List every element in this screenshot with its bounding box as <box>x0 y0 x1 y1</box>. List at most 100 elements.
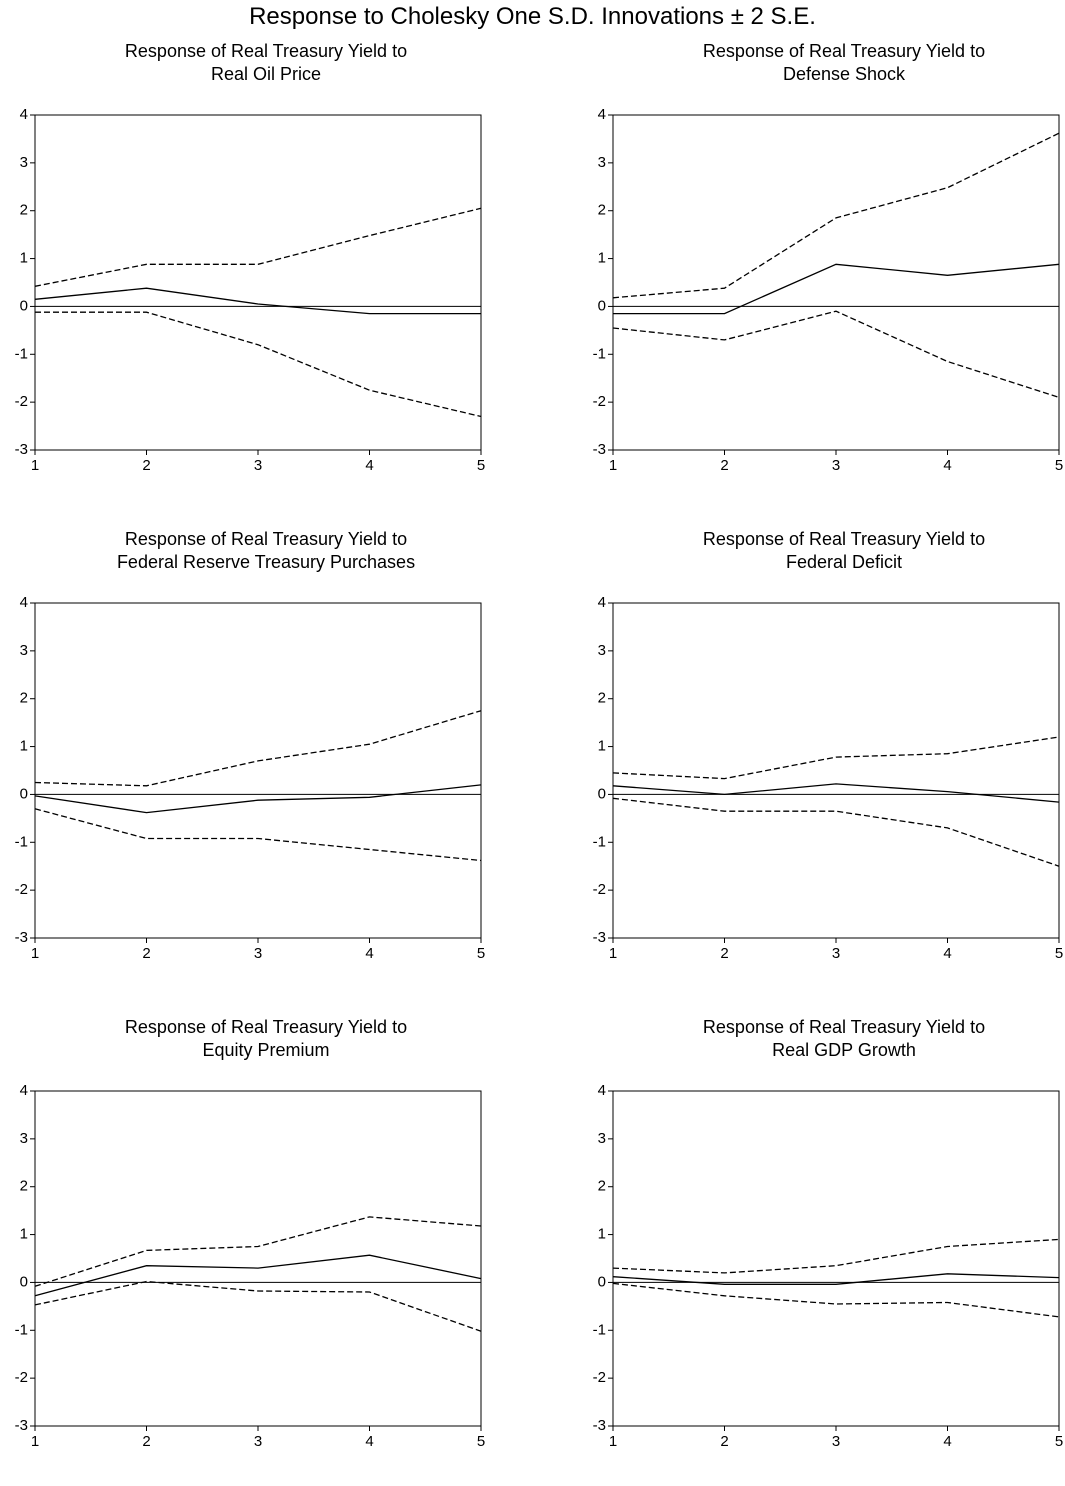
y-tick-label: -2 <box>15 393 28 410</box>
y-tick-label: 1 <box>20 1226 28 1243</box>
y-tick-label: 2 <box>20 202 28 219</box>
y-tick-label: -1 <box>15 345 28 362</box>
y-tick-label: 0 <box>20 1273 28 1290</box>
lower-band-line <box>612 310 1060 399</box>
panel-title-line-1: Response of Real Treasury Yield to <box>702 529 986 549</box>
chart-panel-defense-shock: Response of Real Treasury Yield to Defen… <box>578 40 1065 510</box>
y-tick-label: 4 <box>598 1082 606 1099</box>
y-tick-label: -1 <box>15 833 28 850</box>
y-tick-label: -3 <box>15 1417 28 1434</box>
lower-band-line <box>612 1282 1060 1318</box>
panel-title-line-1: Response of Real Treasury Yield to <box>702 41 986 61</box>
x-tick-label: 1 <box>609 1433 617 1450</box>
response-line <box>34 1254 482 1297</box>
panel-title-line-2: Federal Reserve Treasury Purchases <box>116 552 416 572</box>
x-tick-label: 4 <box>365 457 373 474</box>
y-tick-label: -2 <box>593 881 606 898</box>
y-tick-label: -2 <box>15 1369 28 1386</box>
chart-panel-fed-treasury-purchases: Response of Real Treasury Yield to Feder… <box>0 528 532 998</box>
y-tick-label: 3 <box>20 154 28 171</box>
y-tick-label: -1 <box>15 1321 28 1338</box>
plot-frame <box>612 602 1060 939</box>
panel-title: Response of Real Treasury Yield to Feder… <box>0 528 532 574</box>
x-tick-label: 1 <box>609 457 617 474</box>
y-tick-label: 3 <box>598 1130 606 1147</box>
x-tick-label: 2 <box>142 1433 150 1450</box>
y-tick-label: 4 <box>598 594 606 611</box>
x-tick-label: 5 <box>477 1433 485 1450</box>
panel-title: Response of Real Treasury Yield to Real … <box>0 40 532 86</box>
y-tick-label: 3 <box>20 1130 28 1147</box>
y-tick-label: -1 <box>593 833 606 850</box>
x-tick-label: 4 <box>365 1433 373 1450</box>
panel-title-line-2: Real GDP Growth <box>772 1040 916 1060</box>
y-tick-label: 4 <box>20 594 28 611</box>
y-tick-label: 2 <box>598 690 606 707</box>
panel-title-line-1: Response of Real Treasury Yield to <box>124 1017 408 1037</box>
x-tick-label: 4 <box>943 1433 951 1450</box>
panel-title-line-2: Defense Shock <box>782 64 906 84</box>
x-tick-label: 4 <box>943 457 951 474</box>
x-tick-label: 2 <box>142 945 150 962</box>
panel-title-line-2: Real Oil Price <box>210 64 322 84</box>
response-line <box>612 1273 1060 1285</box>
x-tick-label: 5 <box>477 945 485 962</box>
panel-title-line-1: Response of Real Treasury Yield to <box>124 41 408 61</box>
x-tick-label: 1 <box>31 457 39 474</box>
x-tick-label: 5 <box>477 457 485 474</box>
response-line <box>34 784 482 814</box>
y-tick-label: 2 <box>20 690 28 707</box>
lower-band-line <box>35 311 482 418</box>
y-tick-label: 0 <box>598 785 606 802</box>
x-tick-label: 3 <box>254 945 262 962</box>
y-tick-label: 0 <box>20 785 28 802</box>
response-line <box>613 263 1060 315</box>
y-tick-label: 1 <box>20 738 28 755</box>
y-tick-label: 1 <box>598 1226 606 1243</box>
y-tick-label: -1 <box>593 1321 606 1338</box>
x-tick-label: 3 <box>254 457 262 474</box>
plot-frame <box>34 1090 482 1427</box>
x-tick-label: 2 <box>720 457 728 474</box>
x-tick-label: 3 <box>832 1433 840 1450</box>
upper-band-line <box>612 1238 1060 1274</box>
y-tick-label: -1 <box>593 345 606 362</box>
y-tick-label: 2 <box>20 1178 28 1195</box>
x-tick-label: 1 <box>31 1433 39 1450</box>
chart-panel-real-gdp-growth: Response of Real Treasury Yield to Real … <box>578 1016 1065 1486</box>
y-tick-label: -3 <box>593 441 606 458</box>
panel-title: Response of Real Treasury Yield to Feder… <box>578 528 1065 574</box>
y-tick-label: -2 <box>593 393 606 410</box>
y-tick-label: 4 <box>598 106 606 123</box>
x-tick-label: 5 <box>1055 945 1063 962</box>
x-tick-label: 2 <box>720 945 728 962</box>
panel-title-line-1: Response of Real Treasury Yield to <box>124 529 408 549</box>
y-tick-label: -3 <box>15 929 28 946</box>
plot-frame <box>612 1090 1060 1427</box>
y-tick-label: 2 <box>598 202 606 219</box>
y-tick-label: 3 <box>20 642 28 659</box>
chart-panel-real-oil-price: Response of Real Treasury Yield to Real … <box>0 40 532 510</box>
upper-band-line <box>34 1216 482 1287</box>
x-tick-label: 5 <box>1055 1433 1063 1450</box>
y-tick-label: 2 <box>598 1178 606 1195</box>
x-tick-label: 4 <box>365 945 373 962</box>
y-tick-label: -3 <box>593 1417 606 1434</box>
panel-title: Response of Real Treasury Yield to Equit… <box>0 1016 532 1062</box>
y-tick-label: 0 <box>20 297 28 314</box>
y-tick-label: 0 <box>598 1273 606 1290</box>
x-tick-label: 5 <box>1055 457 1063 474</box>
panel-title-line-2: Equity Premium <box>202 1040 330 1060</box>
y-tick-label: -3 <box>15 441 28 458</box>
x-tick-label: 4 <box>943 945 951 962</box>
x-tick-label: 1 <box>31 945 39 962</box>
y-tick-label: 3 <box>598 642 606 659</box>
y-tick-label: 3 <box>598 154 606 171</box>
panel-title-line-1: Response of Real Treasury Yield to <box>702 1017 986 1037</box>
plot-frame <box>34 114 482 451</box>
